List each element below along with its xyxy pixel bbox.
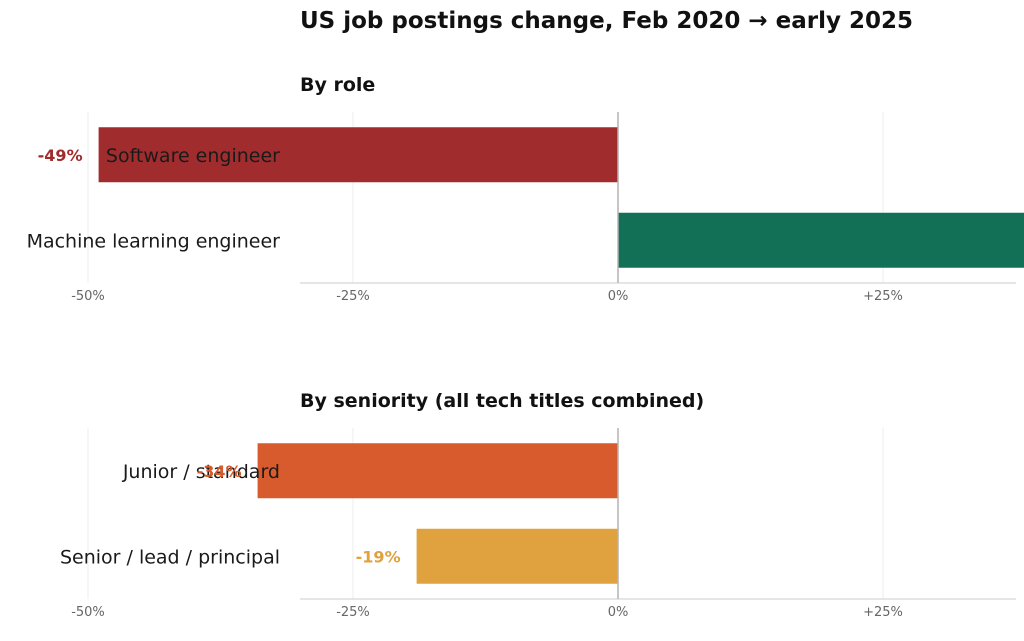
panel-0-category-label: Machine learning engineer [27,230,281,252]
panel-1-category-label: Junior / standard [122,461,280,483]
panel-1-tick-label: -25% [336,605,370,620]
panel-0-value-label: -49% [38,146,83,165]
panel-1-value-label: -19% [356,547,401,566]
panel-0-tick-label: +25% [863,289,903,304]
panel-1-tick-label: +25% [863,605,903,620]
panel-1-bar-1 [416,528,618,584]
panel-1-bar-0 [257,443,618,499]
panel-0-bar-1 [618,212,1024,268]
chart-title: US job postings change, Feb 2020 → early… [300,8,913,34]
panel-0-title: By role [300,74,375,96]
panel-1-value-label: -34% [197,462,242,481]
panel-0-tick-label: -50% [71,289,105,304]
panel-1-tick-label: 0% [608,605,629,620]
panel-0-tick-label: -25% [336,289,370,304]
panel-0-tick-label: 0% [608,289,629,304]
panel-1-title: By seniority (all tech titles combined) [300,390,704,412]
panel-1-category-label: Senior / lead / principal [60,546,280,568]
panel-1-tick-label: -50% [71,605,105,620]
panel-0-bar-0 [98,127,619,183]
panel-0-category-label: Software engineer [106,145,280,167]
